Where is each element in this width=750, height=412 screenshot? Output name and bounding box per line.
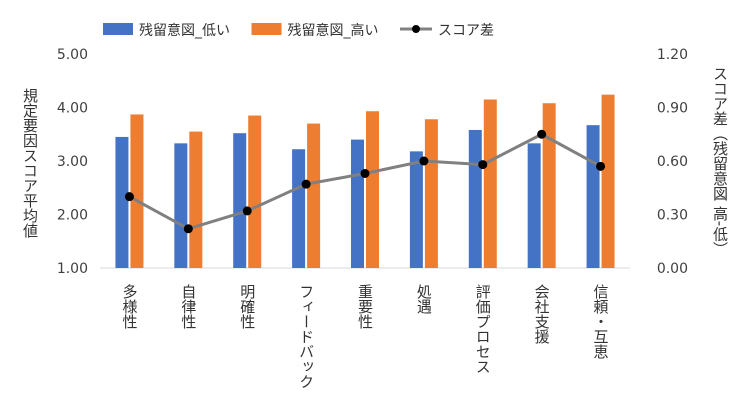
category-label: 評価プロセス [474,284,492,374]
bar-low [115,136,129,268]
right-axis: 0.00 0.30 0.60 0.90 1.20 [657,47,688,277]
y-axis-title: 規定要因スコア平均値 [21,88,39,238]
bar-high [483,99,497,268]
score-diff-point [478,160,488,170]
bar-low [292,149,306,268]
score-diff-point [124,192,134,202]
category-label: 重要性 [356,284,374,329]
bar-high [542,103,556,268]
y2-tick-label: 0.60 [657,154,688,170]
y2-tick-label: 0.30 [657,208,688,224]
y-tick-label: 2.00 [57,208,88,224]
bar-low [174,143,188,268]
bar-high [366,111,379,269]
category-labels: 多様性 自律性 明確性 フィードバック 重要性 処遇 評価プロセス 会社支援 信頼・互恵 [120,284,609,389]
score-diff-point [183,224,193,234]
legend-marker [412,25,420,33]
bar-low [468,129,482,268]
y2-tick-label: 0.90 [657,101,688,117]
legend-label: 残留意図_低い [139,22,230,39]
category-label: 明確性 [238,284,256,329]
legend: 残留意図_低い 残留意図_高い スコア差 [103,22,494,39]
category-label: 多様性 [120,284,138,329]
legend-label: スコア差 [438,23,494,39]
line-series [124,129,606,234]
score-diff-point [596,161,606,171]
bar-low [351,139,364,268]
category-label: 処遇 [415,284,433,315]
y-tick-label: 1.00 [57,261,88,277]
y2-tick-label: 1.20 [657,47,688,63]
y-tick-label: 4.00 [57,101,88,117]
score-diff-point [537,129,547,139]
category-label: 会社支援 [533,284,551,345]
bar-high [130,114,144,268]
y-tick-label: 3.00 [57,154,88,170]
legend-label: 残留意図_高い [288,22,379,39]
bars [115,94,615,269]
bar-high [424,119,438,269]
bar-low [233,133,247,268]
bar-high [307,123,321,268]
score-diff-point [301,179,311,189]
bar-low [527,143,541,268]
score-diff-point [242,206,252,216]
legend-swatch [103,23,133,35]
legend-swatch [251,23,282,35]
bar-high [189,131,203,268]
y-tick-label: 5.00 [57,47,88,63]
y2-tick-label: 0.00 [657,261,688,277]
category-label: 自律性 [179,284,197,329]
category-label: 信頼・互恵 [592,284,610,359]
score-diff-point [419,156,429,166]
bar-low [586,125,600,268]
bar-low [409,151,423,268]
y2-axis-title: スコア差（残留意図 高-低） [711,66,729,256]
score-diff-point [360,168,370,178]
left-axis: 1.00 2.00 3.00 4.00 5.00 [57,47,630,277]
bar-high [601,94,615,268]
bar-high [248,115,262,269]
category-label: フィードバック [297,284,315,389]
